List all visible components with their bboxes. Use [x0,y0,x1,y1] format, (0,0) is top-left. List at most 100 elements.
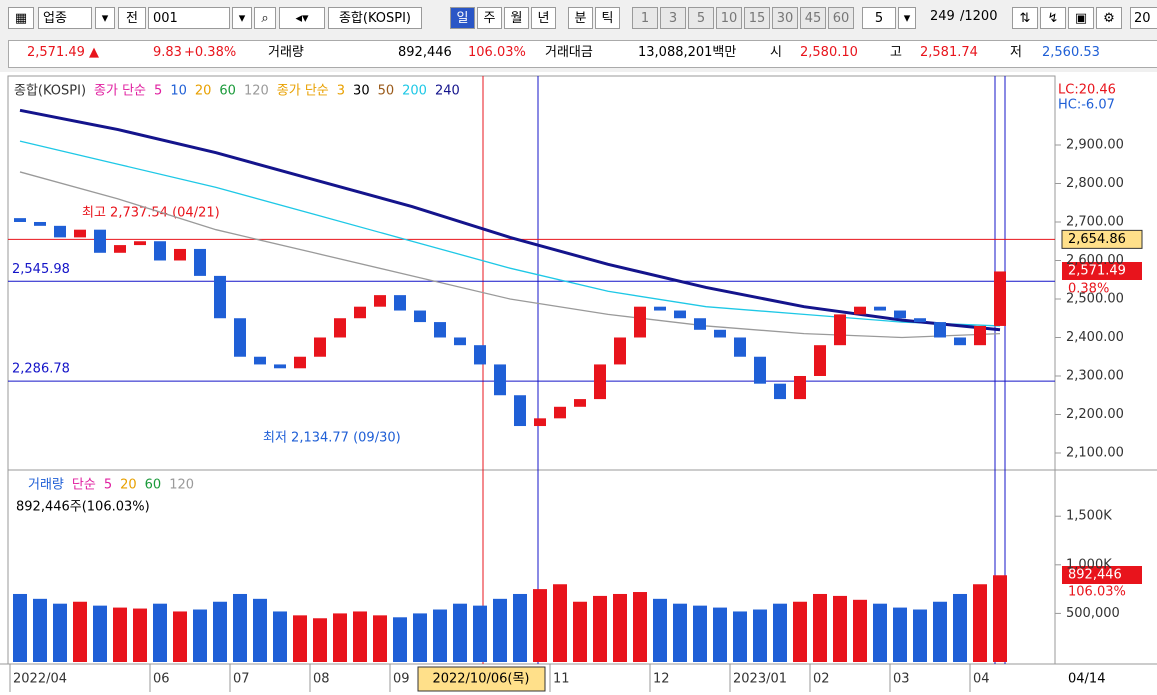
mode-button[interactable]: 전 [118,7,146,29]
volume-bar [293,615,307,662]
minute-tab[interactable]: 15 [744,7,770,29]
reference-label: 2,654.86 [1068,232,1126,247]
save-icon[interactable]: ▣ [1068,7,1094,29]
y-tick-label: 1,500K [1066,509,1112,524]
legend-item: 120 [169,478,194,493]
minute-tab[interactable]: 60 [828,7,854,29]
volume-bar [353,611,367,662]
market-select[interactable]: 업종 [38,7,92,29]
volume-bar [153,603,167,662]
x-tick-label: 09 [393,672,410,687]
info-label: 저 [1010,45,1022,60]
period-tab[interactable]: 틱 [595,7,620,29]
volume-bar [793,601,807,662]
minute-tab[interactable]: 3 [660,7,686,29]
tool-icon[interactable]: ⇅ [1012,7,1038,29]
info-label: 거래량 [268,45,304,60]
prev-button[interactable]: ◂▾ [279,7,325,29]
x-tick-label: 04 [973,672,990,687]
minute-tab[interactable]: 45 [800,7,826,29]
info-change: 9.83 [153,45,182,60]
period-tab[interactable]: 일 [450,7,475,29]
candle [374,295,386,307]
period-tab[interactable]: 주 [477,7,502,29]
candle [114,245,126,253]
volume-bar [713,607,727,662]
period-tab[interactable]: 분 [568,7,593,29]
last-price: 2,571.49 [1068,264,1126,279]
search-button[interactable]: ⌕ [254,7,276,29]
candle [614,337,626,365]
minute-tab[interactable]: 1 [632,7,658,29]
moving-average [19,108,1001,332]
x-tick-label: 03 [893,672,910,687]
legend-item: 30 [353,84,370,99]
candle [774,383,786,400]
menu-icon[interactable]: ▦ [8,7,34,29]
legend-item: 종가 단순 [277,84,329,99]
volume-bar [393,617,407,662]
volume-bar [953,593,967,662]
y-tick-label: 2,700.00 [1066,214,1124,229]
period-tab[interactable]: 년 [531,7,556,29]
y-tick-label: 2,800.00 [1066,176,1124,191]
y-tick-label: 2,200.00 [1066,407,1124,422]
volume-bar [813,593,827,662]
minute-tab[interactable]: 10 [716,7,742,29]
y-tick-label: 2,600.00 [1066,253,1124,268]
candle [294,356,306,369]
volume-bar [853,599,867,662]
tool-icon[interactable]: ↯ [1040,7,1066,29]
x-tick-label: 2023/01 [733,672,787,687]
candle [354,306,366,319]
volume-bar [533,589,547,662]
info-high: 2,581.74 [920,45,978,60]
volume-bar [633,592,647,662]
volume-bar [53,603,67,662]
cursor-date-box [417,666,546,692]
volume-bar [933,601,947,662]
dropdown[interactable]: ▾ [232,7,252,29]
low-annotation: 최저 2,134.77 (09/30) [263,431,401,446]
candle [714,329,726,338]
x-tick-label: 12 [653,672,670,687]
legend-item: 종가 단순 [94,84,146,99]
candle [834,314,846,346]
dropdown[interactable]: ▾ [898,7,916,29]
volume-bar [253,598,267,662]
info-label: 시 [770,45,782,60]
info-bar [8,40,1157,68]
volume-bar [693,605,707,662]
settings-icon[interactable]: ⚙ [1096,7,1122,29]
volume-bar [373,615,387,662]
extra-field[interactable]: 20 [1130,7,1157,29]
candle [214,275,226,319]
volume-bar [773,603,787,662]
reference-box [1061,229,1143,249]
volume-bar [113,607,127,662]
period-tab[interactable]: 월 [504,7,529,29]
y-tick-label: 2,100.00 [1066,445,1124,460]
candle [674,310,686,319]
minute-tab[interactable]: 5 [688,7,714,29]
dropdown[interactable]: ▾ [95,7,115,29]
cursor-date: 2022/10/06(목) [432,672,529,687]
legend-item: 50 [378,84,395,99]
interval-select[interactable]: 5 [862,7,896,29]
last-box [1062,262,1142,280]
info-amount: 13,088,201백만 [638,45,737,60]
volume-bar [493,598,507,662]
legend-item: 3 [337,84,345,99]
legend-item: 200 [402,84,427,99]
candle [734,337,746,357]
name-field: 종합(KOSPI) [328,7,422,29]
volume-bar [613,593,627,662]
reference-label: 2,286.78 [12,362,70,377]
info-volume-pct: 106.03% [468,45,526,60]
legend-item: 종합(KOSPI) [14,84,86,99]
code-input[interactable]: 001 [148,7,230,29]
volume-bar [193,609,207,662]
minute-tab[interactable]: 30 [772,7,798,29]
